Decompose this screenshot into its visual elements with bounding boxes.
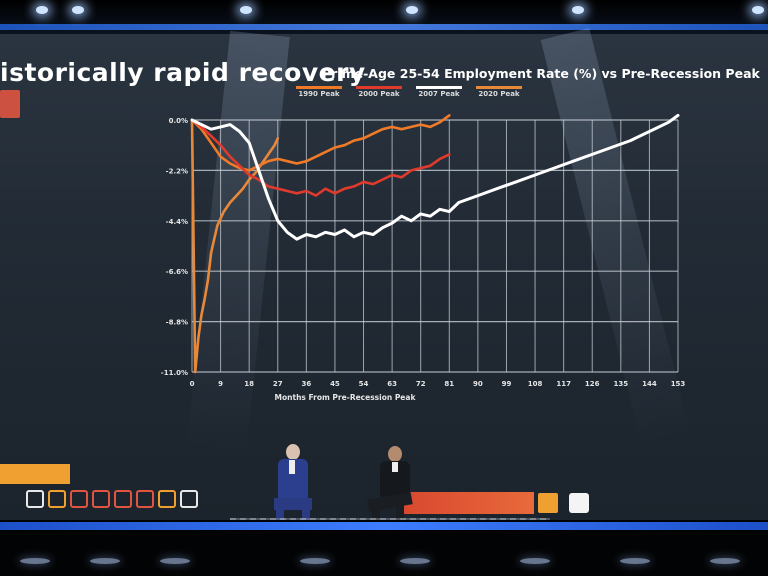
x-tick-label: 18 <box>244 380 254 388</box>
slide-title: istorically rapid recovery <box>0 58 366 87</box>
legend-label: 2000 Peak <box>358 90 400 98</box>
x-tick-label: 108 <box>528 380 543 388</box>
floor-light <box>710 558 740 564</box>
legend-swatch <box>416 86 462 89</box>
x-tick-label: 54 <box>359 380 369 388</box>
chart-legend: 1990 Peak 2000 Peak 2007 Peak 2020 Peak <box>296 86 522 98</box>
y-tick-label: -6.6% <box>166 268 188 276</box>
series-line-2020-peak <box>190 118 280 374</box>
shirt <box>289 460 295 474</box>
swatch-square <box>114 490 132 508</box>
legend-swatch <box>476 86 522 89</box>
spotlight <box>406 6 418 14</box>
x-tick-label: 144 <box>642 380 657 388</box>
legend-item-1990: 1990 Peak <box>296 86 342 98</box>
presentation-screen: istorically rapid recovery Prime-Age 25-… <box>0 27 768 524</box>
y-tick-label: 0.0% <box>169 117 188 125</box>
series-line-1990-peak <box>190 114 451 172</box>
head <box>286 444 300 460</box>
truss-led-band <box>0 24 768 30</box>
swatch-square <box>70 490 88 508</box>
floor-light <box>90 558 120 564</box>
swatch-square <box>136 490 154 508</box>
series-line-2000-peak <box>190 118 451 197</box>
spotlight <box>572 6 584 14</box>
x-tick-label: 90 <box>473 380 483 388</box>
legend-item-2020: 2020 Peak <box>476 86 522 98</box>
floor-light <box>400 558 430 564</box>
chart-subtitle: Prime-Age 25-54 Employment Rate (%) vs P… <box>322 66 760 81</box>
floor-light <box>520 558 550 564</box>
x-tick-label: 153 <box>671 380 686 388</box>
swatch-square <box>180 490 198 508</box>
x-tick-label: 36 <box>301 380 311 388</box>
white-square <box>569 493 589 513</box>
y-tick-label: -8.8% <box>166 319 188 327</box>
x-tick-label: 135 <box>614 380 629 388</box>
spotlight <box>240 6 252 14</box>
spotlight <box>36 6 48 14</box>
stage-led-band <box>0 522 768 530</box>
x-tick-label: 0 <box>190 380 195 388</box>
x-tick-label: 9 <box>218 380 223 388</box>
x-tick-label: 81 <box>444 380 454 388</box>
swatch-square <box>158 490 176 508</box>
x-tick-label: 63 <box>387 380 397 388</box>
swatch-square <box>92 490 110 508</box>
floor-light <box>620 558 650 564</box>
x-tick-label: 27 <box>273 380 283 388</box>
y-tick-label: -4.4% <box>166 218 188 226</box>
head <box>388 446 402 462</box>
legend-item-2000: 2000 Peak <box>356 86 402 98</box>
legend-swatch <box>356 86 402 89</box>
y-tick-label: -2.2% <box>166 167 188 175</box>
employment-line-chart: 0 9 18 27 36 45 54 63 72 81 90 99 108 117 126 135 144 153… <box>161 113 686 402</box>
legend-label: 1990 Peak <box>298 90 340 98</box>
shirt <box>392 462 398 472</box>
lighting-truss <box>0 0 768 34</box>
floor-light <box>20 558 50 564</box>
legend-swatch <box>296 86 342 89</box>
y-tick-label: -11.0% <box>161 369 188 377</box>
legend-label: 2007 Peak <box>418 90 460 98</box>
legs <box>274 498 312 510</box>
swatch-square <box>26 490 44 508</box>
x-tick-label: 126 <box>585 380 600 388</box>
spotlight <box>72 6 84 14</box>
legend-label: 2020 Peak <box>478 90 520 98</box>
red-accent-bar <box>402 492 534 514</box>
x-tick-label: 72 <box>416 380 426 388</box>
x-tick-label: 45 <box>330 380 340 388</box>
swatch-square <box>48 490 66 508</box>
legend-item-2007: 2007 Peak <box>416 86 462 98</box>
floor-light <box>300 558 330 564</box>
amber-square <box>538 493 558 513</box>
x-tick-label: 99 <box>502 380 512 388</box>
floor-light <box>160 558 190 564</box>
color-swatch-row <box>26 490 198 508</box>
series-line-2007-peak <box>190 113 680 241</box>
spotlight <box>752 6 764 14</box>
x-tick-label: 117 <box>556 380 571 388</box>
slide-accent-block <box>0 90 20 118</box>
audience-lights <box>0 548 768 576</box>
x-axis-label: Months From Pre-Recession Peak <box>275 393 417 402</box>
orange-accent-bar <box>0 464 70 484</box>
